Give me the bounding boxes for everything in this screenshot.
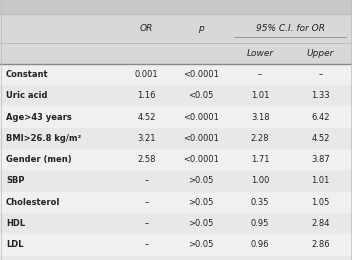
Text: 3.21: 3.21 [137,134,156,143]
Bar [0,213,352,234]
Bar [0,0,352,14]
Text: 2.84: 2.84 [311,219,329,228]
Text: 1.71: 1.71 [251,155,269,164]
Text: 6.42: 6.42 [311,113,329,121]
Bar [0,256,352,260]
Bar [0,14,352,43]
Text: 3.87: 3.87 [311,155,330,164]
Text: Uric acid: Uric acid [6,91,48,100]
Text: 2.58: 2.58 [137,155,156,164]
Text: 3.18: 3.18 [251,113,269,121]
Text: Gender (men): Gender (men) [6,155,71,164]
Text: 1.00: 1.00 [251,177,269,185]
Text: <0.0001: <0.0001 [183,155,219,164]
Text: 2.28: 2.28 [251,134,269,143]
Text: –: – [258,70,262,79]
Text: LDL: LDL [6,240,24,249]
Text: <0.0001: <0.0001 [183,134,219,143]
Text: 0.001: 0.001 [135,70,158,79]
Text: Constant: Constant [6,70,49,79]
Bar [0,170,352,192]
Text: <0.0001: <0.0001 [183,113,219,121]
Text: Lower: Lower [246,49,274,58]
Bar [0,64,352,85]
Text: 1.33: 1.33 [311,91,329,100]
Text: 1.05: 1.05 [311,198,329,207]
Text: SBP: SBP [6,177,25,185]
Bar [0,192,352,213]
Text: –: – [144,177,149,185]
Text: 1.01: 1.01 [311,177,329,185]
Text: 0.95: 0.95 [251,219,269,228]
Text: <0.05: <0.05 [188,91,214,100]
Bar [0,149,352,170]
Bar [0,43,352,64]
Bar [0,128,352,149]
Text: >0.05: >0.05 [188,177,214,185]
Bar [0,85,352,106]
Bar [0,234,352,256]
Text: p: p [198,24,204,33]
Text: –: – [318,70,322,79]
Text: 1.01: 1.01 [251,91,269,100]
Text: Cholesterol: Cholesterol [6,198,60,207]
Text: –: – [144,198,149,207]
Text: Age>43 years: Age>43 years [6,113,72,121]
Text: <0.0001: <0.0001 [183,70,219,79]
Text: –: – [144,240,149,249]
Bar [0,106,352,128]
Text: 0.35: 0.35 [251,198,269,207]
Text: 4.52: 4.52 [311,134,329,143]
Text: 1.16: 1.16 [137,91,156,100]
Text: 0.96: 0.96 [251,240,269,249]
Text: 2.86: 2.86 [311,240,329,249]
Text: OR: OR [140,24,153,33]
Text: >0.05: >0.05 [188,198,214,207]
Text: >0.05: >0.05 [188,219,214,228]
Text: Upper: Upper [307,49,334,58]
Text: 4.52: 4.52 [137,113,156,121]
Text: HDL: HDL [6,219,25,228]
Text: >0.05: >0.05 [188,240,214,249]
Text: 95% C.I. for OR: 95% C.I. for OR [256,24,325,33]
Text: –: – [144,219,149,228]
Text: BMI>26.8 kg/m²: BMI>26.8 kg/m² [6,134,81,143]
